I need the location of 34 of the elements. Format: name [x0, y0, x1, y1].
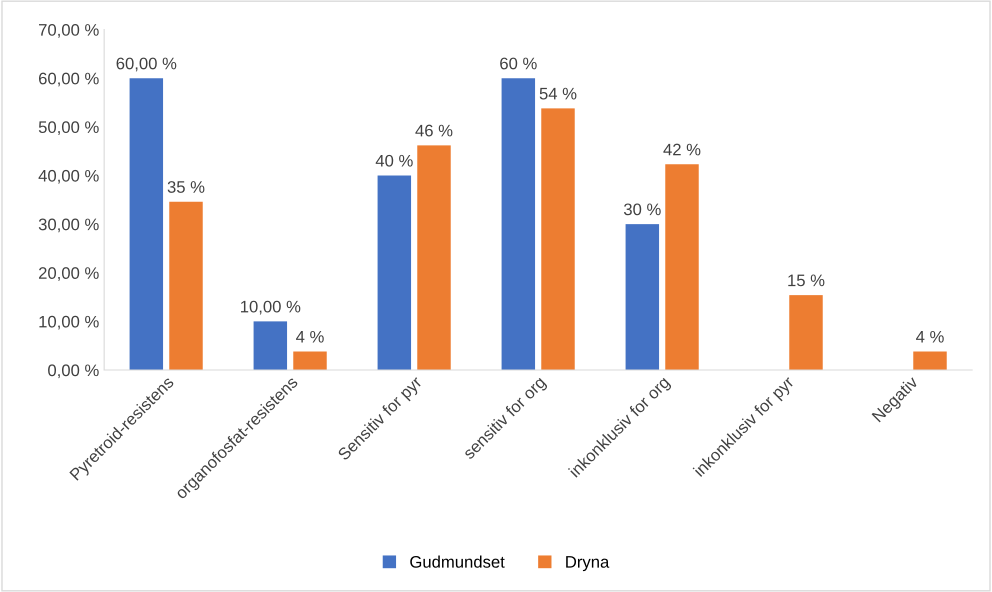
bar [130, 78, 164, 370]
data-label: 15 % [788, 274, 824, 286]
bar [293, 352, 327, 370]
y-tick-label: 50,00 % [38, 121, 99, 136]
data-label: 4 % [296, 330, 324, 343]
y-tick-label: 70,00 % [39, 24, 99, 38]
bar [169, 202, 203, 370]
bar [378, 175, 412, 370]
bar [789, 295, 823, 370]
data-label: 30 % [624, 203, 661, 216]
y-tick-label: 20,00 % [38, 267, 99, 281]
y-tick-label: 40,00 % [38, 170, 99, 184]
bar [417, 145, 451, 370]
data-label: 10,00 % [241, 300, 300, 314]
bar [541, 108, 575, 370]
bar [626, 224, 660, 370]
y-tick-label: 30,00 % [38, 218, 99, 232]
y-tick-label: 10,00 % [39, 316, 99, 330]
data-label: 40 % [376, 154, 413, 167]
data-label: 60,00 % [116, 58, 176, 72]
bar [502, 78, 536, 370]
data-label: 4 % [916, 330, 944, 343]
data-label: 54 % [540, 88, 576, 100]
y-tick-label: 0,00 % [48, 364, 99, 378]
legend-label: Gudmundset [410, 556, 505, 568]
y-tick-label: 60,00 % [38, 72, 99, 86]
data-label: 60 % [500, 58, 537, 70]
bar [665, 164, 699, 370]
data-label: 46 % [415, 124, 452, 136]
data-label: 35 % [168, 181, 204, 193]
bar [913, 352, 947, 370]
legend-label: Dryna [566, 556, 610, 572]
data-label: 42 % [663, 144, 700, 156]
bar [254, 321, 288, 370]
